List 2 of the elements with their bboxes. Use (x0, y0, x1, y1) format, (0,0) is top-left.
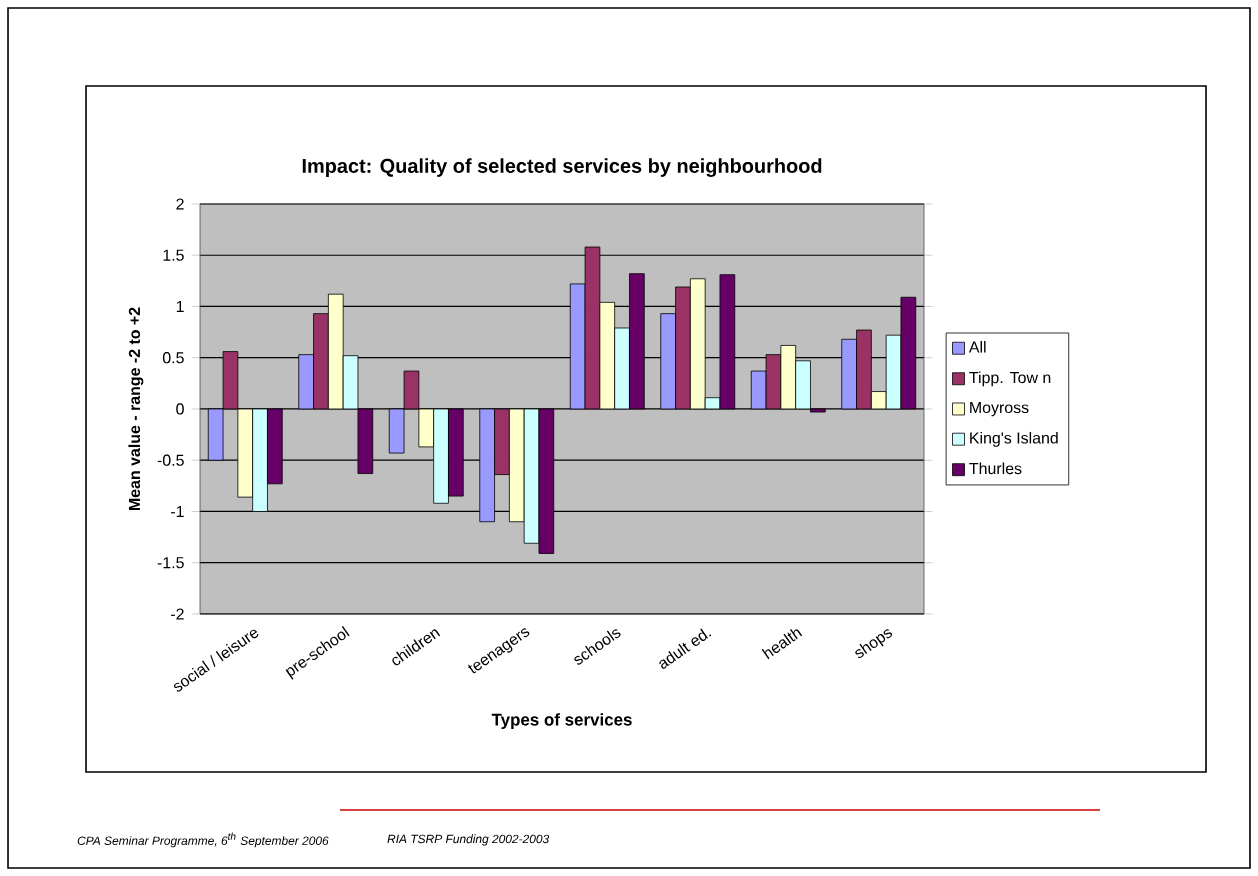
chart-title: Impact: Quality of selected services by neighbourhood (302, 158, 822, 177)
x-axis-title: Types of services (491, 713, 632, 729)
